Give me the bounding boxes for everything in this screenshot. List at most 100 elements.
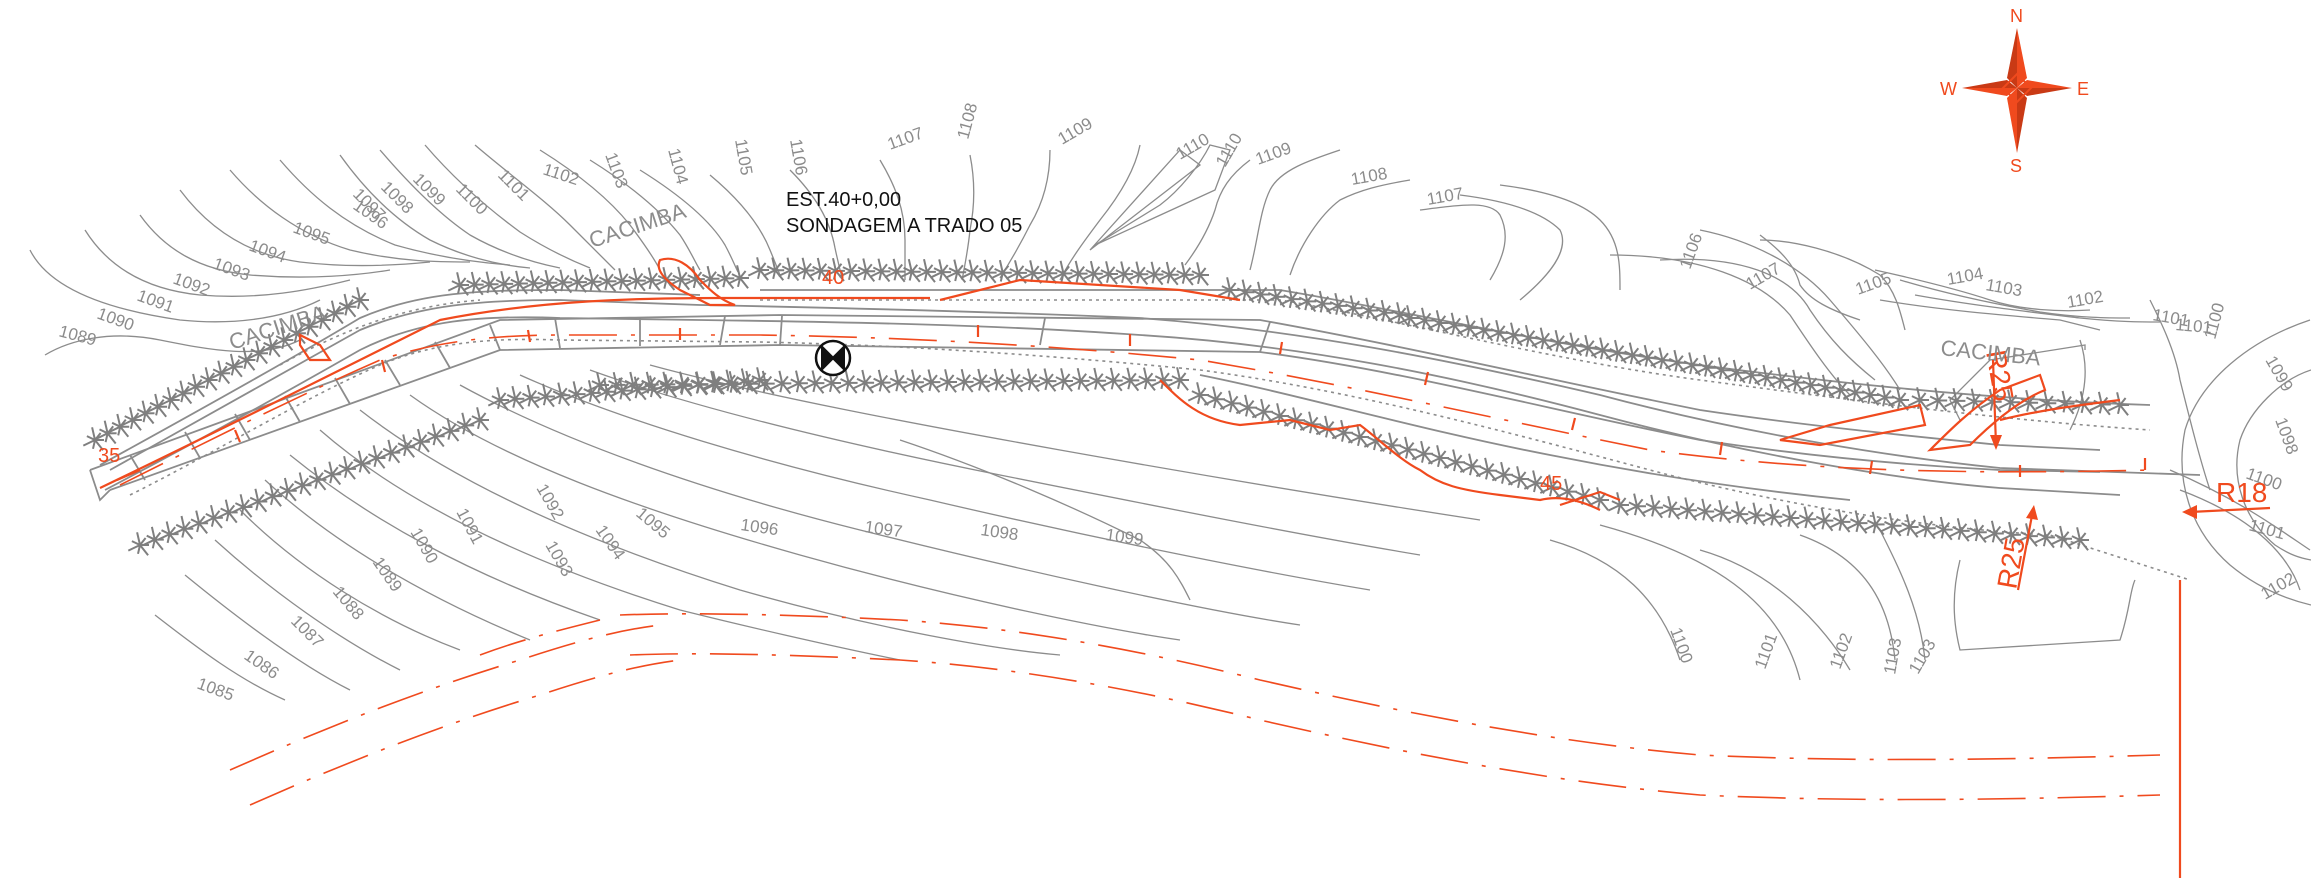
shrub-symbol xyxy=(2067,527,2089,551)
shrub-symbol xyxy=(95,420,117,445)
shrub-symbol xyxy=(2033,524,2055,549)
svg-text:1086: 1086 xyxy=(241,646,283,683)
shrub-symbol xyxy=(1397,305,1419,329)
svg-text:1094: 1094 xyxy=(247,236,289,267)
shrub-symbol xyxy=(1605,339,1627,364)
compass-s: S xyxy=(2010,156,2022,176)
radius-r25-bottom-label: R25 xyxy=(1991,535,2030,591)
shrub-symbol xyxy=(1251,398,1273,423)
svg-text:1101: 1101 xyxy=(2175,315,2213,337)
shrub-symbol xyxy=(1279,286,1301,310)
shrub-symbol xyxy=(549,382,571,407)
shrub-symbol xyxy=(852,369,875,394)
lower-contour-labels: 1085 1086 1087 1088 1089 1090 1091 1092 … xyxy=(195,464,2299,705)
shrub-symbol xyxy=(1531,327,1553,352)
shrub-symbol xyxy=(1880,512,1902,537)
shrub-symbol xyxy=(1624,493,1647,518)
shrub-symbol xyxy=(1491,461,1513,486)
shrub-symbol xyxy=(1739,362,1761,386)
shrub-symbol xyxy=(1587,487,1609,511)
shrub-symbol xyxy=(221,353,243,378)
shrub-symbol xyxy=(1948,518,1970,542)
shrub-symbol xyxy=(1118,367,1140,392)
svg-text:1093: 1093 xyxy=(211,254,253,285)
svg-text:1109: 1109 xyxy=(1253,138,1294,168)
shrub-symbol xyxy=(1475,457,1497,482)
shrub-symbol xyxy=(209,360,231,385)
shrub-symbol xyxy=(1235,394,1257,419)
svg-text:1097: 1097 xyxy=(863,517,903,541)
shrub-symbol xyxy=(1412,307,1434,332)
shrub-symbol xyxy=(1635,344,1657,369)
boring-marker-icon xyxy=(814,339,852,377)
shrub-symbol xyxy=(447,272,469,296)
shrub-symbol xyxy=(1980,388,2002,413)
roadway-strip xyxy=(89,314,2101,502)
shrub-symbol xyxy=(1002,368,1024,393)
shrub-symbol xyxy=(1427,310,1449,334)
shrub-symbol xyxy=(1813,374,1835,399)
shrub-symbol xyxy=(1829,508,1851,533)
shrub-symbol xyxy=(234,347,256,371)
shrub-symbol xyxy=(1233,279,1255,304)
shrub-symbol xyxy=(736,370,759,395)
shrub-symbol xyxy=(604,371,626,396)
shrub-symbol xyxy=(770,370,792,395)
shrub-symbol xyxy=(1516,324,1538,349)
shrub-symbol xyxy=(145,393,168,418)
shrub-symbol xyxy=(1914,515,1936,540)
shrub-symbol xyxy=(902,369,924,394)
svg-text:1099: 1099 xyxy=(1104,525,1144,549)
shrub-symbol xyxy=(1084,367,1107,392)
shrub-symbol xyxy=(1459,453,1481,478)
shrub-symbol xyxy=(1982,520,2004,545)
shrub-symbol xyxy=(1828,377,1850,401)
shrub-symbol xyxy=(587,372,609,396)
shrub-symbol xyxy=(1219,390,1241,415)
svg-text:1108: 1108 xyxy=(954,101,982,141)
svg-text:1094: 1094 xyxy=(592,521,629,563)
shrub-symbol xyxy=(246,340,269,365)
svg-text:1098: 1098 xyxy=(2271,415,2302,457)
svg-text:1098: 1098 xyxy=(979,520,1019,544)
vegetation xyxy=(82,257,2129,556)
compass-w: W xyxy=(1940,79,1957,99)
shrub-symbol xyxy=(1457,315,1479,339)
shrub-symbol xyxy=(654,371,676,396)
shrub-symbol xyxy=(1248,281,1270,306)
svg-text:1088: 1088 xyxy=(329,582,368,623)
shrub-symbol xyxy=(1863,511,1885,536)
svg-text:1105: 1105 xyxy=(1853,268,1894,298)
shrub-symbol xyxy=(1295,288,1317,313)
shrub-symbol xyxy=(1523,470,1545,495)
shrub-symbol xyxy=(1018,368,1040,393)
shrub-symbol xyxy=(1326,292,1348,317)
svg-text:1102: 1102 xyxy=(541,160,582,189)
svg-text:1102: 1102 xyxy=(1826,631,1856,672)
shrub-symbol xyxy=(968,368,991,393)
svg-text:1107: 1107 xyxy=(1743,259,1784,294)
svg-text:1102: 1102 xyxy=(2065,287,2104,312)
shrub-symbol xyxy=(620,371,643,396)
shrub-symbol xyxy=(1724,359,1746,384)
svg-text:1110: 1110 xyxy=(1173,129,1213,163)
svg-text:1095: 1095 xyxy=(291,218,333,249)
shrub-symbol xyxy=(1607,492,1629,516)
shrub-symbol xyxy=(1846,510,1868,534)
shrub-symbol xyxy=(1443,449,1465,474)
shrub-symbol xyxy=(1965,519,1987,544)
shrub-symbol xyxy=(1264,283,1286,308)
station-40-label: 40 xyxy=(822,267,844,289)
shrub-symbol xyxy=(886,369,908,394)
shrub-symbol xyxy=(335,293,357,318)
shrub-symbol xyxy=(1795,506,1817,531)
shrub-symbol xyxy=(1590,337,1613,362)
shrub-symbol xyxy=(297,313,319,338)
shrub-symbol xyxy=(1709,357,1731,381)
upper-contours xyxy=(29,144,2311,606)
place-name-cacimba-east: CACIMBA xyxy=(1939,335,2042,370)
shrub-symbol xyxy=(687,371,709,395)
shrub-symbol xyxy=(1501,322,1523,347)
svg-text:1087: 1087 xyxy=(287,611,327,651)
